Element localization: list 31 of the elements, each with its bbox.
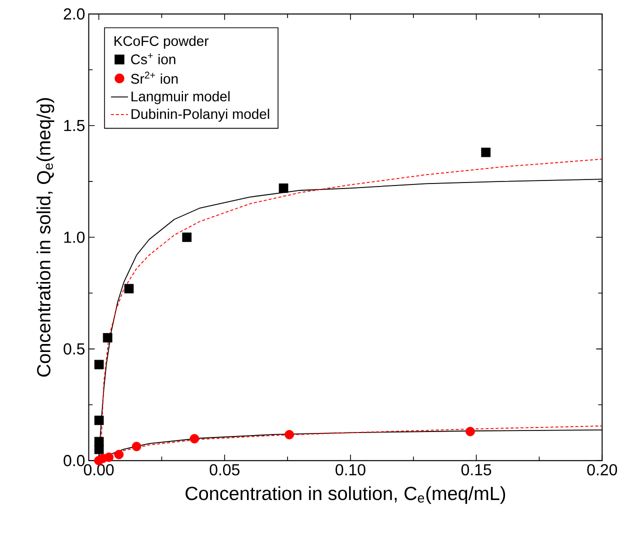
point <box>124 284 134 294</box>
point <box>190 434 200 444</box>
y-tick-label: 0.5 <box>64 343 85 354</box>
legend-label: Dubinin-Polanyi model <box>132 108 270 122</box>
point <box>132 442 142 452</box>
point <box>102 332 112 342</box>
point <box>94 360 104 370</box>
point <box>94 436 104 446</box>
x-tick-label: 0.00 <box>84 464 114 476</box>
x-tick-label: 0.15 <box>461 464 492 476</box>
point <box>94 416 104 425</box>
point <box>481 148 491 157</box>
legend-label: Cs$^{+}$ ion <box>131 53 176 64</box>
point <box>284 430 294 440</box>
y-tick-label: 2.0 <box>64 8 85 20</box>
legend-title: KCoFC powder <box>114 36 209 49</box>
y-axis-title: Concentration in solid, Q$_{e}$(meq/g) <box>36 98 54 376</box>
point <box>278 183 288 193</box>
y-tick-label: 1.0 <box>64 231 85 243</box>
x-tick-label: 0.20 <box>587 464 618 476</box>
point <box>114 450 124 460</box>
legend-label: Langmuir model <box>132 90 230 104</box>
x-tick-label: 0.10 <box>336 464 366 476</box>
point <box>104 452 114 462</box>
point <box>182 232 192 242</box>
y-tick-label: 1.5 <box>64 120 85 131</box>
legend-label: Sr$^{2+}$ ion <box>131 71 178 84</box>
x-axis-title: Concentration in solution, C$_{e}$(meq/mL) <box>186 486 506 504</box>
x-tick-label: 0.05 <box>210 464 240 476</box>
point <box>466 426 475 436</box>
y-tick-label: 0.0 <box>64 454 85 466</box>
